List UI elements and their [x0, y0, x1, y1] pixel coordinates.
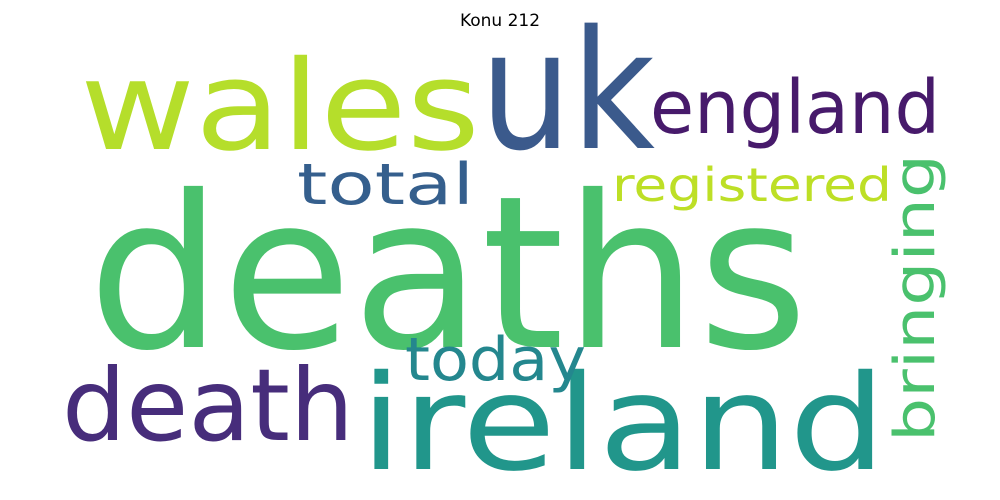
word-today: today: [405, 325, 586, 395]
word-uk: uk: [480, 0, 655, 187]
word-deaths: deaths: [88, 150, 808, 397]
word-total: total: [297, 152, 474, 218]
word-bringing: bringing: [883, 154, 948, 442]
word-ireland: ireland: [360, 347, 886, 500]
word-registered: registered: [612, 158, 892, 212]
word-death: death: [62, 347, 354, 464]
figure-title: Konu 212: [459, 11, 541, 31]
word-england: england: [650, 65, 940, 151]
word-wales: wales: [80, 35, 480, 179]
